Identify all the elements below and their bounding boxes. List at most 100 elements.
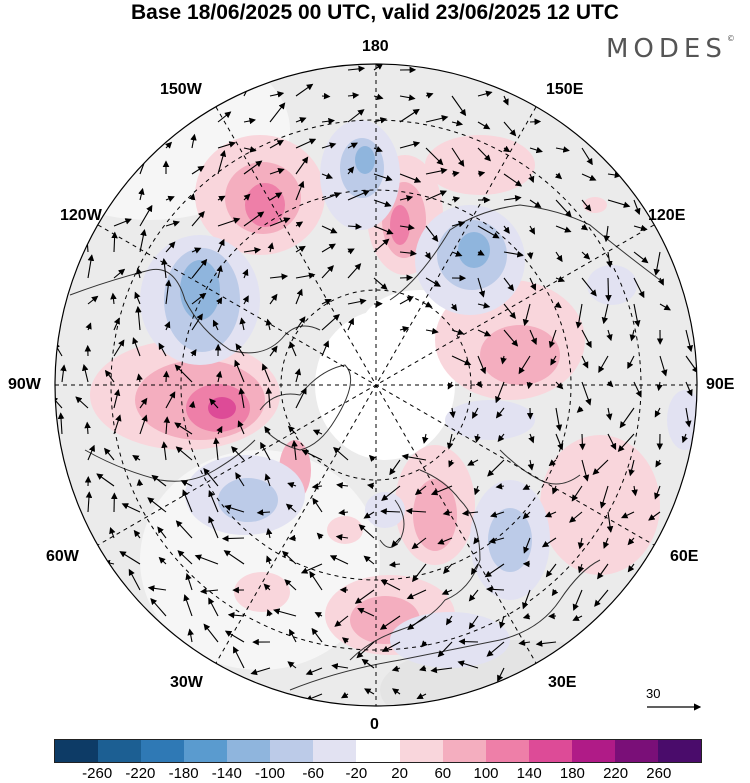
wind-vector <box>654 485 661 500</box>
wind-vector <box>451 355 472 366</box>
wind-vector <box>373 173 393 182</box>
wind-vector <box>150 597 167 617</box>
wind-vector <box>165 391 176 409</box>
wind-vector <box>381 641 401 652</box>
wind-vector <box>477 225 500 239</box>
wind-vector <box>269 293 278 305</box>
wind-vector <box>191 247 202 254</box>
wind-vector <box>347 248 355 255</box>
wind-vector <box>269 102 286 123</box>
wind-vector <box>331 663 349 670</box>
wind-vector <box>321 225 338 234</box>
wind-vector <box>261 363 271 383</box>
wind-vector <box>224 504 245 513</box>
wind-vector <box>300 563 323 574</box>
colorbar-cell <box>442 740 486 762</box>
wind-vector <box>321 340 330 357</box>
wind-vector <box>477 277 486 298</box>
wind-vector <box>216 425 223 435</box>
wind-vector <box>581 277 597 297</box>
wind-vector <box>191 313 203 331</box>
wind-vector <box>139 397 148 409</box>
wind-vector <box>217 195 226 202</box>
wind-vector <box>347 166 355 175</box>
wind-vector <box>498 615 506 629</box>
wind-vector <box>577 563 585 574</box>
wind-vector <box>502 145 511 153</box>
lon-label-120w: 120W <box>60 207 102 224</box>
wind-vector <box>215 297 223 305</box>
wind-vector <box>451 170 460 178</box>
wind-vector <box>522 589 531 610</box>
wind-vector <box>401 453 427 461</box>
wind-vector <box>451 196 461 203</box>
wind-vector <box>113 268 126 279</box>
wind-vector <box>399 326 410 333</box>
wind-vector <box>147 585 167 592</box>
wind-vector <box>548 459 557 467</box>
wind-vector <box>265 555 273 565</box>
wind-vector <box>165 195 175 202</box>
wind-vector <box>295 387 307 409</box>
wind-vector <box>194 554 219 565</box>
wind-vector <box>446 615 453 626</box>
map-border <box>54 63 698 707</box>
colorbar-tick-label: -20 <box>345 765 368 782</box>
wind-vector <box>347 298 367 305</box>
wind-vector <box>425 327 439 335</box>
colorbar-tick-label: -60 <box>302 765 325 782</box>
wind-vector <box>269 192 283 201</box>
wind-vector <box>457 660 479 669</box>
wind-vector <box>175 520 193 539</box>
wind-vector <box>132 455 141 462</box>
wind-vector <box>541 537 557 548</box>
wind-vector <box>447 381 454 390</box>
wind-vector <box>631 485 638 497</box>
wind-vector <box>133 529 141 539</box>
wind-vector <box>551 588 559 597</box>
wind-vector <box>151 474 167 487</box>
wind-vector <box>389 459 401 476</box>
wind-vector <box>373 225 394 235</box>
wind-vector <box>497 433 505 443</box>
wind-vector <box>161 441 168 461</box>
wind-vector <box>601 303 609 325</box>
wind-vector <box>347 109 365 123</box>
wind-vector <box>416 693 427 700</box>
wind-vector <box>486 586 505 593</box>
colorbar-tick-label: -260 <box>82 765 113 782</box>
wind-vector <box>425 277 441 287</box>
wind-vector <box>414 485 427 496</box>
wind-vector <box>224 630 245 643</box>
wind-vector <box>471 563 479 576</box>
wind-vector <box>430 485 453 496</box>
wind-vector <box>250 667 271 676</box>
colorbar-cell <box>141 740 185 762</box>
wind-vector <box>312 497 323 513</box>
wind-vector <box>139 414 148 435</box>
colorbar-cell <box>98 740 142 762</box>
wind-vector <box>162 370 170 383</box>
wind-vector <box>606 380 614 388</box>
wind-vector <box>182 489 193 513</box>
wind-vector <box>347 263 362 279</box>
wind-vector <box>603 225 610 243</box>
reference-vector-label: 30 <box>646 686 661 701</box>
wind-vector <box>316 532 324 540</box>
wind-vector <box>347 92 360 99</box>
wind-vector <box>633 251 649 264</box>
wind-vector <box>425 115 449 123</box>
wind-vector <box>477 302 491 309</box>
wind-vector <box>527 459 535 471</box>
wind-vector <box>685 355 697 374</box>
wind-vector <box>555 381 564 390</box>
wind-vector <box>158 556 167 565</box>
wind-vector <box>443 563 453 575</box>
wind-vector <box>256 509 271 516</box>
wind-vector <box>341 637 350 644</box>
wind-vector <box>301 449 323 461</box>
wind-vector <box>379 615 401 630</box>
wind-vector <box>200 587 219 595</box>
wind-vector <box>139 204 153 227</box>
